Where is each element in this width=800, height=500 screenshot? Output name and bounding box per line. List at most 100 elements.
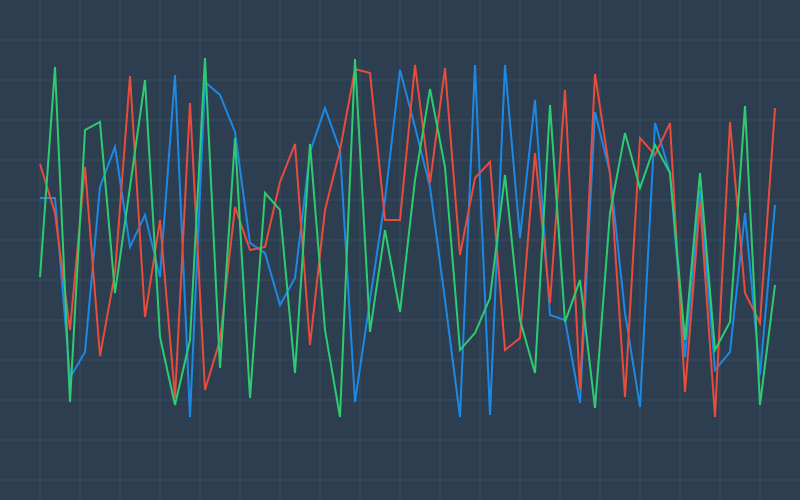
series-2-point xyxy=(488,160,492,164)
series-1-point xyxy=(158,275,162,279)
series-3-point xyxy=(53,65,57,69)
series-3-point xyxy=(113,291,117,295)
series-2-point xyxy=(188,101,192,105)
series-3-point xyxy=(443,165,447,169)
series-3-point xyxy=(473,331,477,335)
series-1-point xyxy=(263,251,267,255)
series-3-point xyxy=(683,338,687,342)
series-2-point xyxy=(503,348,507,352)
series-2-point xyxy=(158,218,162,222)
series-2-point xyxy=(308,343,312,347)
series-1-point xyxy=(128,245,132,249)
series-1-point xyxy=(143,213,147,217)
series-2-point xyxy=(743,291,747,295)
series-3-point xyxy=(158,335,162,339)
series-1-point xyxy=(533,98,537,102)
series-3-point xyxy=(143,78,147,82)
series-2-point xyxy=(548,301,552,305)
series-3-point xyxy=(773,283,777,287)
series-1-point xyxy=(398,68,402,72)
series-1-point xyxy=(83,350,87,354)
series-2-point xyxy=(383,218,387,222)
series-2-point xyxy=(593,72,597,76)
series-3-point xyxy=(743,104,747,108)
series-2-point xyxy=(623,395,627,399)
series-1-point xyxy=(188,415,192,419)
series-3-point xyxy=(458,348,462,352)
series-3-point xyxy=(638,186,642,190)
series-2-point xyxy=(263,245,267,249)
series-1-point xyxy=(113,145,117,149)
series-2-point xyxy=(773,106,777,110)
series-1-point xyxy=(488,413,492,417)
series-1-point xyxy=(653,121,657,125)
series-3-point xyxy=(338,415,342,419)
series-3-point xyxy=(593,406,597,410)
series-3-point xyxy=(563,320,567,324)
series-1-point xyxy=(473,63,477,67)
series-3-point xyxy=(608,211,612,215)
series-1-point xyxy=(293,276,297,280)
series-1-point xyxy=(458,415,462,419)
series-2-point xyxy=(563,88,567,92)
series-2-point xyxy=(368,71,372,75)
series-1-point xyxy=(623,311,627,315)
series-1-point xyxy=(98,185,102,189)
series-1-point xyxy=(548,313,552,317)
series-2-point xyxy=(68,328,72,332)
series-3-point xyxy=(263,191,267,195)
series-1-point xyxy=(218,93,222,97)
series-3-point xyxy=(98,120,102,124)
series-2-point xyxy=(578,388,582,392)
series-3-point xyxy=(653,143,657,147)
series-3-point xyxy=(398,310,402,314)
series-3-point xyxy=(728,320,732,324)
series-2-point xyxy=(248,248,252,252)
series-3-point xyxy=(38,275,42,279)
series-3-point xyxy=(233,136,237,140)
series-1-point xyxy=(353,400,357,404)
series-1-point xyxy=(233,130,237,134)
series-3-point xyxy=(578,278,582,282)
series-3-point xyxy=(353,57,357,61)
series-1-point xyxy=(728,350,732,354)
series-3-point xyxy=(533,371,537,375)
series-3-point xyxy=(83,128,87,132)
series-3-point xyxy=(698,171,702,175)
series-3-point xyxy=(203,56,207,60)
series-2-point xyxy=(473,176,477,180)
series-1-point xyxy=(413,125,417,129)
series-2-point xyxy=(518,336,522,340)
series-2-point xyxy=(233,205,237,209)
series-3-point xyxy=(518,318,522,322)
series-2-point xyxy=(278,180,282,184)
series-2-point xyxy=(728,120,732,124)
series-1-point xyxy=(743,211,747,215)
series-3-point xyxy=(758,403,762,407)
series-2-point xyxy=(608,171,612,175)
series-2-point xyxy=(398,218,402,222)
series-2-point xyxy=(53,211,57,215)
series-3-point xyxy=(668,171,672,175)
series-3-point xyxy=(173,403,177,407)
series-3 xyxy=(38,56,777,419)
series-1-point xyxy=(518,236,522,240)
series-2-point xyxy=(203,388,207,392)
series-2-point xyxy=(98,354,102,358)
series-1-point xyxy=(578,401,582,405)
series-3-point xyxy=(428,87,432,91)
series-1-point xyxy=(278,303,282,307)
series-2-point xyxy=(38,162,42,166)
series-2-point xyxy=(683,390,687,394)
series-3-point xyxy=(278,208,282,212)
series-1-point xyxy=(53,196,57,200)
series-group xyxy=(38,56,777,419)
series-1-point xyxy=(638,405,642,409)
series-2-point xyxy=(713,415,717,419)
series-3-point xyxy=(713,348,717,352)
series-3-point xyxy=(368,330,372,334)
series-3-point xyxy=(623,131,627,135)
series-3-line xyxy=(39,57,776,418)
